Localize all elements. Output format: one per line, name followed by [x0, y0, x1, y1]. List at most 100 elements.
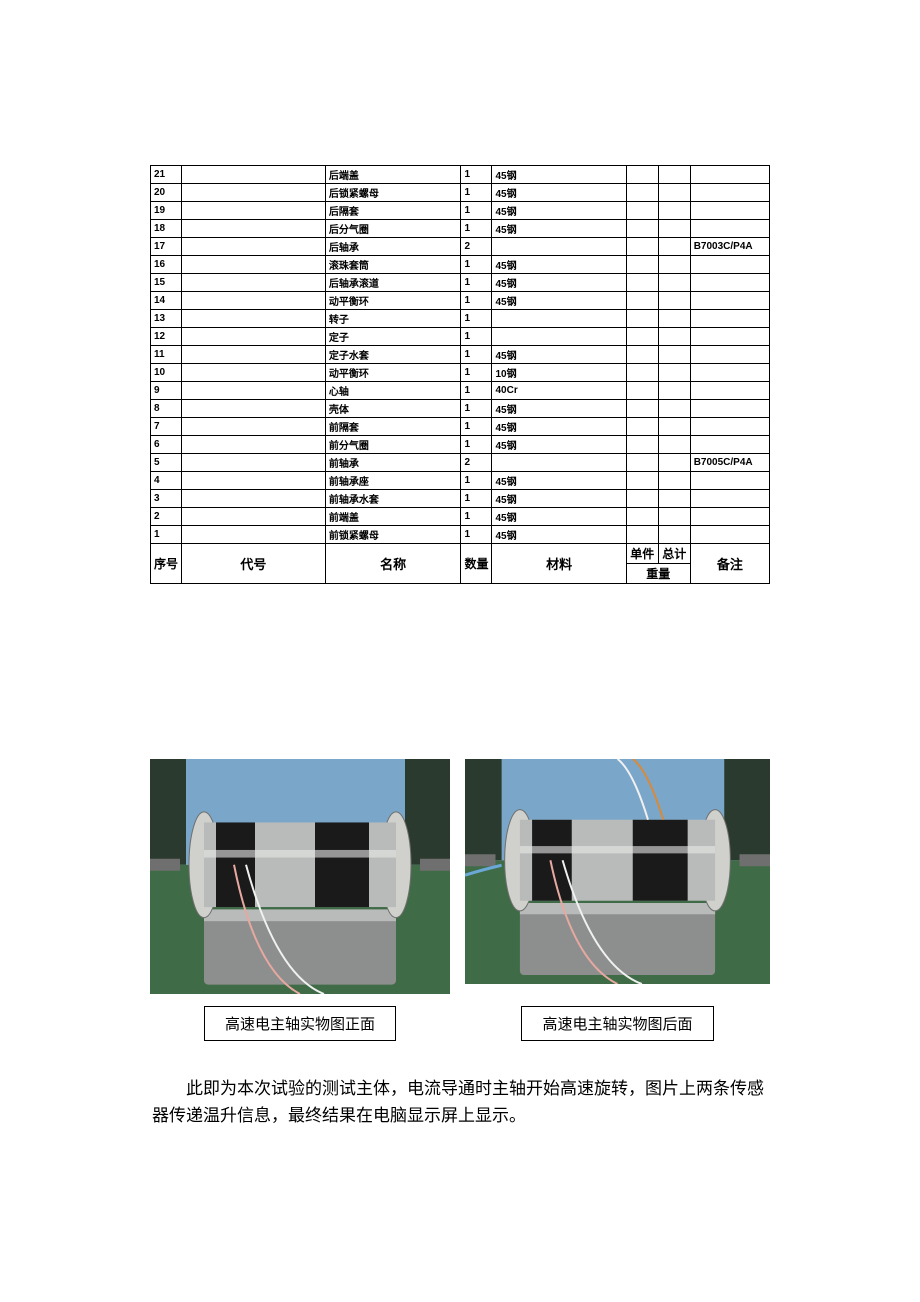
cell-w2 — [658, 238, 690, 256]
cell-w1 — [626, 256, 658, 274]
cell-code — [182, 184, 326, 202]
table-row: 11定子水套145钢 — [151, 346, 770, 364]
spindle-photo-rear — [465, 759, 770, 984]
cell-mat: 45钢 — [492, 292, 626, 310]
cell-w1 — [626, 436, 658, 454]
cell-note — [690, 328, 769, 346]
cell-mat — [492, 310, 626, 328]
table-row: 8壳体145钢 — [151, 400, 770, 418]
cell-w1 — [626, 274, 658, 292]
cell-note — [690, 490, 769, 508]
cell-w2 — [658, 328, 690, 346]
cell-w2 — [658, 166, 690, 184]
cell-note — [690, 472, 769, 490]
cell-seq: 14 — [151, 292, 182, 310]
cell-seq: 4 — [151, 472, 182, 490]
cell-w1 — [626, 166, 658, 184]
cell-w2 — [658, 184, 690, 202]
hdr-w1: 单件 — [626, 544, 658, 564]
cell-code — [182, 400, 326, 418]
cell-code — [182, 256, 326, 274]
cell-name: 前轴承座 — [325, 472, 461, 490]
cell-name: 后端盖 — [325, 166, 461, 184]
cell-qty: 1 — [461, 274, 492, 292]
cell-qty: 1 — [461, 382, 492, 400]
cell-name: 后轴承滚道 — [325, 274, 461, 292]
cell-mat: 40Cr — [492, 382, 626, 400]
cell-w2 — [658, 418, 690, 436]
cell-mat: 45钢 — [492, 526, 626, 544]
cell-code — [182, 292, 326, 310]
cell-qty: 1 — [461, 256, 492, 274]
cell-note — [690, 526, 769, 544]
cell-code — [182, 346, 326, 364]
cell-mat: 45钢 — [492, 184, 626, 202]
cell-w1 — [626, 490, 658, 508]
table-row: 1前锁紧螺母145钢 — [151, 526, 770, 544]
cell-note — [690, 364, 769, 382]
cell-name: 定子水套 — [325, 346, 461, 364]
cell-w2 — [658, 400, 690, 418]
cell-name: 定子 — [325, 328, 461, 346]
cell-w1 — [626, 400, 658, 418]
table-row: 12定子1 — [151, 328, 770, 346]
cell-note: B7005C/P4A — [690, 454, 769, 472]
hdr-w2: 总计 — [658, 544, 690, 564]
cell-qty: 1 — [461, 184, 492, 202]
cell-qty: 1 — [461, 310, 492, 328]
cell-w2 — [658, 292, 690, 310]
cell-seq: 9 — [151, 382, 182, 400]
hdr-note: 备注 — [690, 544, 769, 584]
cell-w2 — [658, 436, 690, 454]
cell-note — [690, 436, 769, 454]
cell-note — [690, 166, 769, 184]
cell-w2 — [658, 454, 690, 472]
cell-code — [182, 166, 326, 184]
cell-note — [690, 346, 769, 364]
cell-name: 动平衡环 — [325, 292, 461, 310]
cell-mat: 45钢 — [492, 256, 626, 274]
cell-code — [182, 274, 326, 292]
table-row: 3前轴承水套145钢 — [151, 490, 770, 508]
table-row: 14 动平衡环145钢 — [151, 292, 770, 310]
cell-note — [690, 220, 769, 238]
table-row: 16滚珠套筒145钢 — [151, 256, 770, 274]
cell-w1 — [626, 328, 658, 346]
cell-seq: 11 — [151, 346, 182, 364]
cell-qty: 1 — [461, 418, 492, 436]
cell-w2 — [658, 256, 690, 274]
cell-name: 后分气圈 — [325, 220, 461, 238]
table-row: 5前轴承2B7005C/P4A — [151, 454, 770, 472]
cell-note — [690, 418, 769, 436]
cell-mat — [492, 238, 626, 256]
cell-w1 — [626, 184, 658, 202]
cell-seq: 12 — [151, 328, 182, 346]
cell-seq: 10 — [151, 364, 182, 382]
cell-w1 — [626, 364, 658, 382]
cell-name: 前端盖 — [325, 508, 461, 526]
cell-mat: 45钢 — [492, 220, 626, 238]
cell-seq: 21 — [151, 166, 182, 184]
cell-w2 — [658, 508, 690, 526]
figure-row: 高速电主轴实物图正面 高速电主轴实物图后面 — [150, 759, 770, 1041]
cell-w2 — [658, 202, 690, 220]
cell-code — [182, 508, 326, 526]
cell-name: 前隔套 — [325, 418, 461, 436]
cell-code — [182, 382, 326, 400]
cell-seq: 6 — [151, 436, 182, 454]
cell-qty: 1 — [461, 436, 492, 454]
cell-code — [182, 454, 326, 472]
cell-seq: 7 — [151, 418, 182, 436]
cell-w1 — [626, 220, 658, 238]
cell-name: 后轴承 — [325, 238, 461, 256]
cell-seq: 18 — [151, 220, 182, 238]
description-paragraph: 此即为本次试验的测试主体，电流导通时主轴开始高速旋转，图片上两条传感器传递温升信… — [150, 1075, 770, 1129]
cell-seq: 2 — [151, 508, 182, 526]
cell-w1 — [626, 526, 658, 544]
table-row: 17后轴承2B7003C/P4A — [151, 238, 770, 256]
cell-code — [182, 490, 326, 508]
cell-qty: 1 — [461, 292, 492, 310]
cell-name: 滚珠套筒 — [325, 256, 461, 274]
cell-qty: 1 — [461, 526, 492, 544]
cell-mat: 45钢 — [492, 346, 626, 364]
